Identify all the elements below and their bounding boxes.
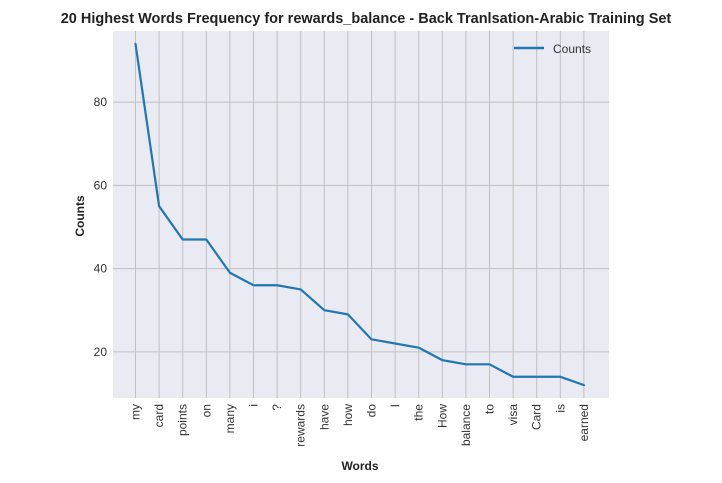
x-tick-label-19: earned [577,404,591,441]
x-axis-label: Words [341,459,378,473]
x-tick-label-0: my [129,404,143,420]
x-tick-label-4: many [223,404,237,433]
x-tick-label-14: balance [459,404,473,446]
y-tick-label-40: 40 [94,262,108,276]
legend: Counts [514,42,591,56]
x-tick-label-17: Card [530,404,544,430]
series-line-counts [134,42,586,387]
x-tick-label-5: i [247,404,261,407]
x-tick-label-1: card [152,404,166,427]
x-tick-label-12: the [412,404,426,421]
x-tick-label-3: on [199,404,213,417]
y-tick-label-20: 20 [94,345,108,359]
x-tick-label-10: do [365,404,379,418]
x-tick-label-2: points [176,404,190,436]
x-tick-label-16: visa [506,404,520,426]
x-tick-label-9: how [341,404,355,426]
x-tick-label-6: ? [270,404,284,411]
x-tick-label-8: have [317,404,331,430]
x-tick-label-7: rewards [294,404,308,447]
x-tick-label-18: is [553,404,567,413]
x-tick-label-15: to [483,404,497,414]
chart-title: 20 Highest Words Frequency for rewards_b… [61,11,672,27]
x-tick-label-13: How [435,404,449,428]
y-tick-label-60: 60 [94,178,108,192]
y-axis-label: Counts [73,195,87,237]
x-tick-label-11: I [388,404,402,407]
y-tick-label-80: 80 [94,95,108,109]
legend-label-counts: Counts [553,42,591,56]
plot-area [113,31,609,398]
y-axis-ticks: 20 40 60 80 [94,95,108,359]
grid-lines [113,31,609,398]
